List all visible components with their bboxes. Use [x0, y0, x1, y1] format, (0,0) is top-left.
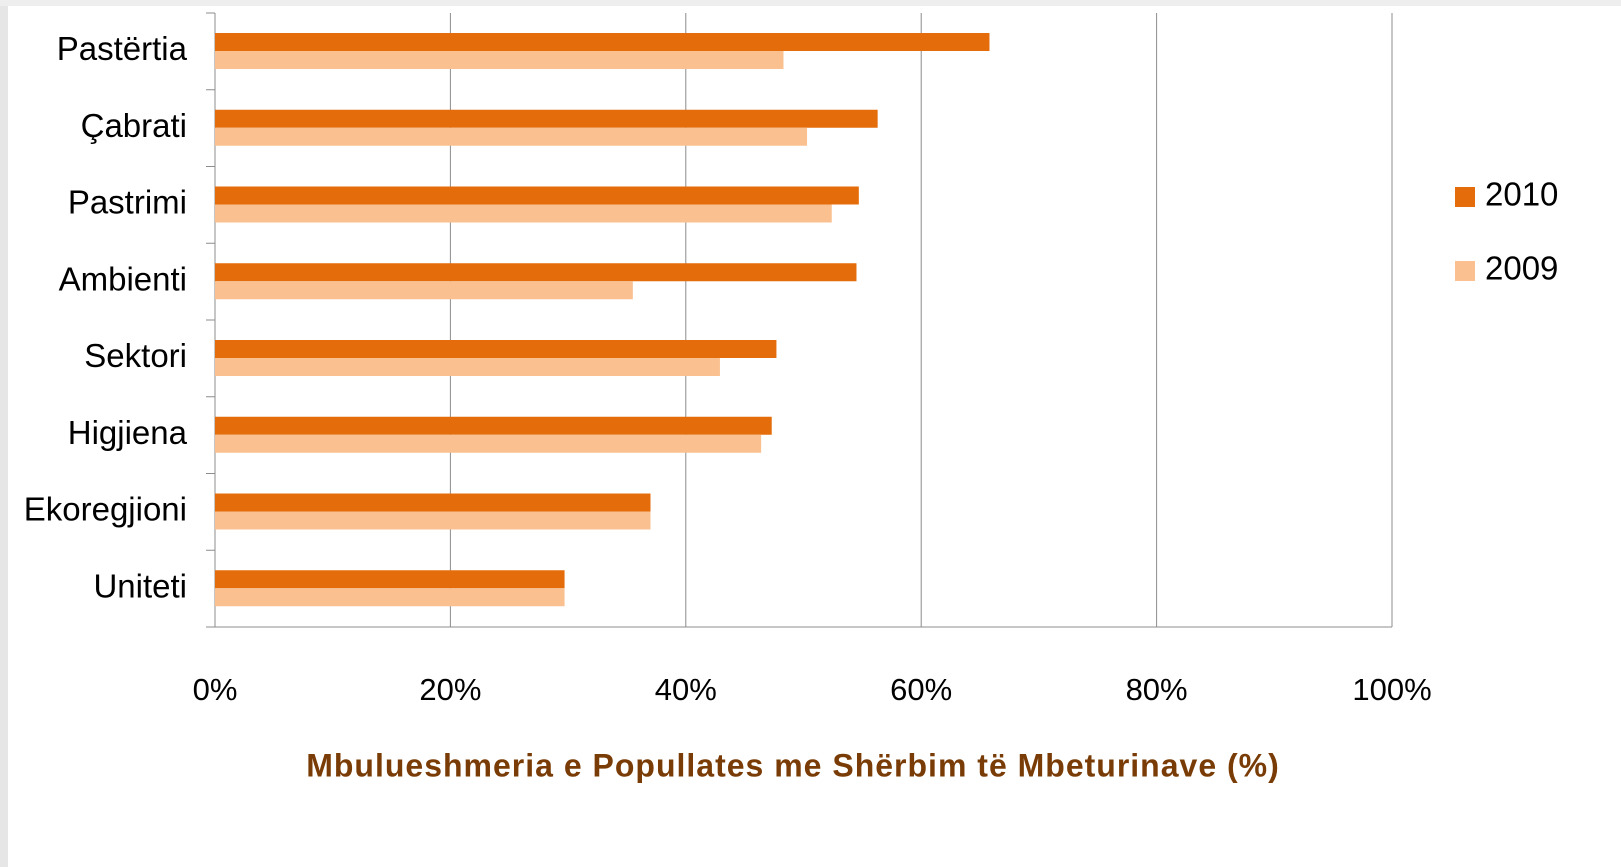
y-tick-label: Higjiena — [68, 414, 188, 451]
y-tick-label: Sektori — [84, 337, 187, 374]
bar — [215, 109, 878, 128]
x-tick-label: 100% — [1352, 672, 1431, 707]
bar — [215, 570, 565, 589]
bar — [215, 186, 859, 205]
x-tick-label: 20% — [419, 672, 481, 707]
bar — [215, 127, 808, 146]
bar — [215, 281, 633, 300]
x-tick-label: 60% — [890, 672, 952, 707]
legend-swatch — [1455, 187, 1475, 207]
bar — [215, 51, 784, 69]
bar — [215, 493, 651, 512]
y-tick-label: Pastërtia — [57, 30, 188, 67]
bar — [215, 204, 832, 223]
bar — [215, 263, 857, 282]
bar — [215, 33, 990, 51]
x-tick-label: 0% — [193, 672, 238, 707]
bar — [215, 340, 777, 358]
bar — [215, 358, 720, 376]
bar — [215, 416, 772, 435]
x-tick-label: 80% — [1126, 672, 1188, 707]
legend-label: 2009 — [1485, 250, 1558, 287]
legend-swatch — [1455, 261, 1475, 281]
bar — [215, 588, 565, 607]
y-tick-label: Pastrimi — [68, 184, 187, 221]
y-tick-label: Ambienti — [59, 260, 187, 297]
bar — [215, 434, 762, 453]
border — [0, 0, 1621, 6]
x-axis-label: Mbulueshmeria e Popullates me Shërbim të… — [306, 747, 1280, 783]
y-tick-label: Çabrati — [81, 107, 187, 144]
border — [0, 0, 8, 867]
y-tick-label: Ekoregjioni — [24, 491, 187, 528]
x-tick-label: 40% — [655, 672, 717, 707]
legend-label: 2010 — [1485, 176, 1558, 213]
bar — [215, 511, 651, 530]
y-tick-label: Uniteti — [93, 567, 187, 604]
